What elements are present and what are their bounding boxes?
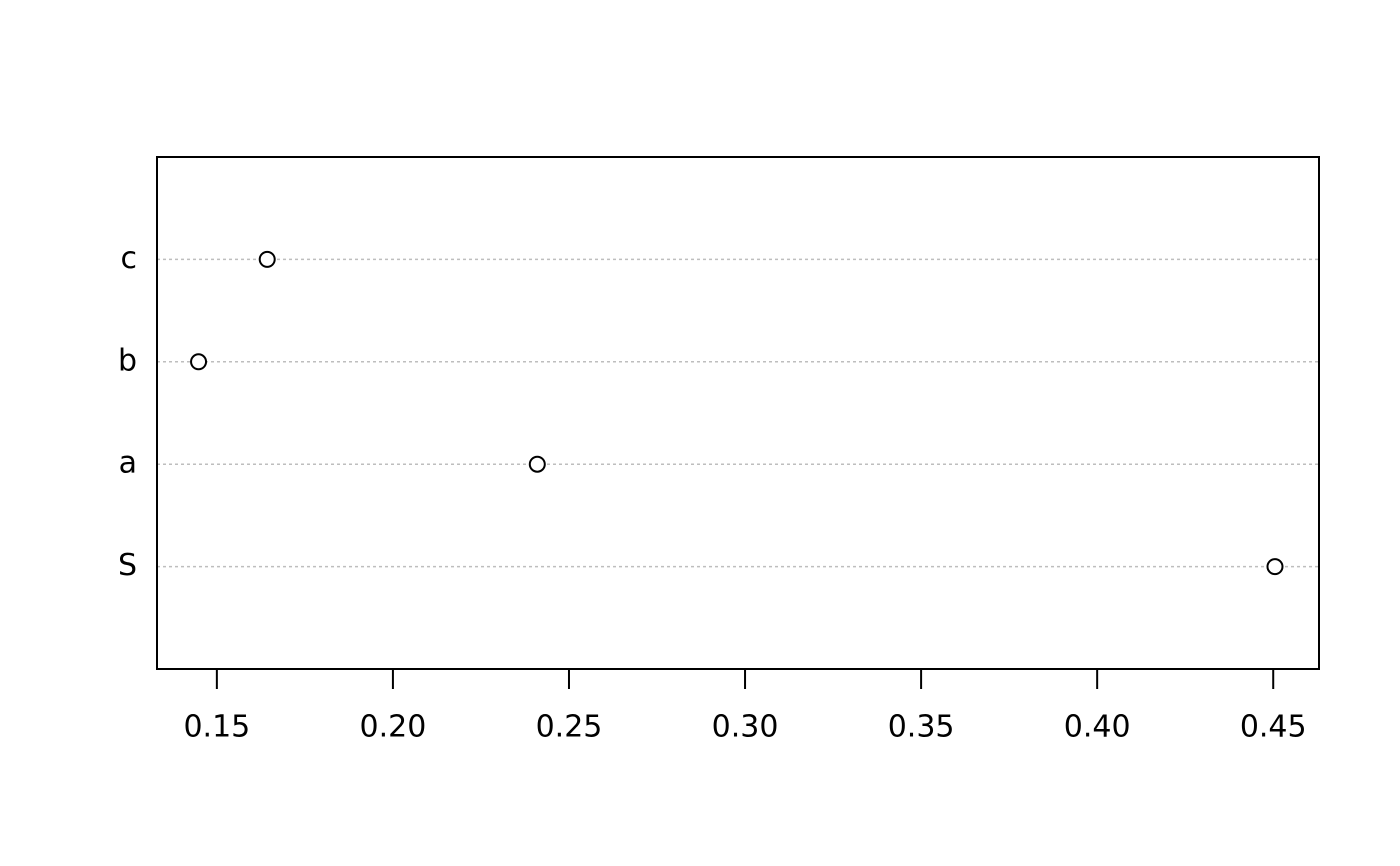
x-tick-label-0-20: 0.20: [360, 710, 427, 745]
point-s: [1266, 558, 1284, 576]
point-c: [258, 250, 276, 268]
x-tick-label-0-40: 0.40: [1064, 710, 1131, 745]
x-axis: 0.15 0.20 0.25 0.30 0.35 0.40 0.45: [183, 668, 1307, 745]
point-a: [528, 455, 546, 473]
y-axis-labels: Sa b c: [118, 241, 137, 583]
guide-lines: [157, 258, 1319, 568]
x-tick-label-0-30: 0.30: [712, 710, 779, 745]
category-label-b: b: [118, 343, 137, 378]
category-label-c: c: [121, 241, 138, 276]
x-tick-label-0-15: 0.15: [183, 710, 250, 745]
plot-frame: [156, 156, 1320, 670]
data-points: [190, 250, 1284, 576]
x-tick-label-0-45: 0.45: [1240, 710, 1307, 745]
category-label-s: S: [118, 548, 137, 583]
point-b: [190, 353, 208, 371]
x-tick-label-0-25: 0.25: [536, 710, 603, 745]
category-label-a: a: [119, 446, 137, 481]
x-tick-label-0-35: 0.35: [888, 710, 955, 745]
